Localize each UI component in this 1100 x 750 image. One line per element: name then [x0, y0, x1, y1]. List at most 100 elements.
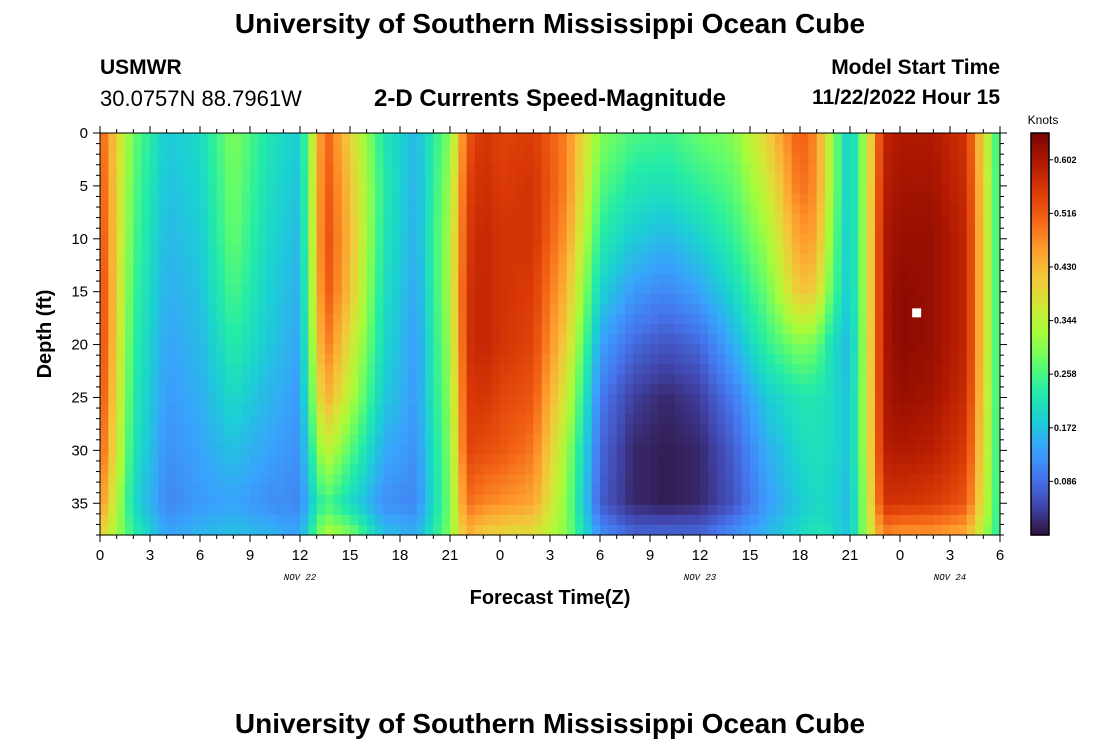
heatmap-cell — [558, 424, 568, 436]
colorbar-swatch — [1031, 156, 1049, 161]
heatmap-cell — [233, 243, 243, 255]
heatmap-cell — [375, 524, 384, 536]
heatmap-cell — [141, 364, 151, 375]
heatmap-cell — [141, 344, 151, 355]
heatmap-cell — [433, 494, 443, 506]
heatmap-cell — [683, 153, 693, 164]
heatmap-cell — [166, 424, 176, 436]
heatmap-cell — [808, 153, 818, 164]
heatmap-cell — [783, 133, 793, 144]
heatmap-cell — [833, 183, 843, 194]
heatmap-cell — [708, 474, 718, 486]
heatmap-cell — [208, 253, 218, 265]
heatmap-cell — [208, 524, 218, 536]
heatmap-cell — [183, 243, 193, 255]
heatmap-cell — [458, 203, 468, 214]
heatmap-cell — [833, 464, 843, 476]
heatmap-cell — [666, 223, 676, 235]
heatmap-cell — [341, 233, 351, 245]
heatmap-cell — [250, 223, 259, 235]
heatmap-cell — [750, 153, 759, 164]
heatmap-cell — [408, 404, 418, 415]
heatmap-cell — [650, 223, 659, 235]
heatmap-cell — [208, 334, 218, 345]
heatmap-cell — [250, 434, 259, 446]
heatmap-cell — [925, 173, 934, 184]
heatmap-cell — [450, 143, 459, 154]
heatmap-cell — [750, 384, 759, 395]
heatmap-cell — [383, 233, 393, 245]
heatmap-cell — [308, 213, 318, 225]
heatmap-cell — [891, 303, 901, 315]
heatmap-cell — [933, 243, 943, 255]
heatmap-cell — [291, 354, 301, 365]
heatmap-cell — [600, 323, 609, 335]
heatmap-cell — [241, 263, 251, 275]
heatmap-cell — [591, 514, 601, 526]
heatmap-cell — [358, 334, 368, 345]
heatmap-cell — [350, 223, 359, 235]
heatmap-cell — [700, 374, 709, 385]
heatmap-cell — [733, 253, 743, 265]
heatmap-cell — [566, 163, 576, 174]
heatmap-cell — [741, 474, 751, 486]
heatmap-cell — [558, 494, 568, 506]
heatmap-cell — [975, 323, 984, 335]
heatmap-cell — [166, 233, 176, 245]
heatmap-cell — [133, 203, 143, 214]
heatmap-cell — [725, 334, 734, 345]
y-tick-label: 5 — [80, 178, 88, 195]
heatmap-cell — [675, 504, 684, 516]
heatmap-cell — [133, 404, 143, 415]
heatmap-cell — [875, 233, 884, 245]
heatmap-cell — [308, 364, 318, 375]
heatmap-cell — [216, 303, 226, 315]
heatmap-cell — [216, 384, 226, 395]
heatmap-cell — [166, 374, 176, 385]
heatmap-cell — [558, 364, 568, 375]
heatmap-cell — [708, 404, 718, 415]
x-tick-label: 0 — [896, 547, 904, 564]
heatmap-cell — [925, 193, 934, 204]
heatmap-cell — [391, 454, 401, 466]
heatmap-cell — [558, 313, 568, 325]
heatmap-cell — [291, 163, 301, 174]
heatmap-cell — [691, 374, 701, 385]
heatmap-cell — [858, 313, 868, 325]
heatmap-cell — [625, 173, 634, 184]
heatmap-cell — [841, 494, 851, 506]
heatmap-cell — [516, 444, 526, 456]
heatmap-cell — [716, 243, 726, 255]
heatmap-cell — [383, 253, 393, 265]
heatmap-cell — [700, 404, 709, 415]
heatmap-cell — [783, 173, 793, 184]
heatmap-cell — [775, 464, 784, 476]
heatmap-cell — [141, 394, 151, 405]
heatmap-cell — [266, 414, 276, 426]
heatmap-cell — [716, 504, 726, 516]
heatmap-cell — [708, 374, 718, 385]
heatmap-cell — [691, 303, 701, 315]
heatmap-cell — [541, 434, 551, 446]
heatmap-cell — [183, 233, 193, 245]
heatmap-cell — [250, 143, 259, 154]
heatmap-cell — [500, 434, 509, 446]
heatmap-cell — [766, 334, 776, 345]
heatmap-cell — [525, 303, 534, 315]
heatmap-cell — [566, 243, 576, 255]
heatmap-cell — [691, 524, 701, 536]
heatmap-cell — [183, 253, 193, 265]
heatmap-cell — [750, 404, 759, 415]
colorbar-tick-label: 0.258 — [1054, 369, 1077, 379]
heatmap-cell — [166, 444, 176, 456]
heatmap-cell — [416, 323, 426, 335]
heatmap-cell — [216, 243, 226, 255]
heatmap-cell — [375, 243, 384, 255]
heatmap-cell — [133, 504, 143, 516]
heatmap-cell — [600, 504, 609, 516]
heatmap-cell — [708, 163, 718, 174]
heatmap-cell — [916, 233, 926, 245]
heatmap-cell — [875, 384, 884, 395]
heatmap-cell — [566, 454, 576, 466]
heatmap-cell — [875, 404, 884, 415]
